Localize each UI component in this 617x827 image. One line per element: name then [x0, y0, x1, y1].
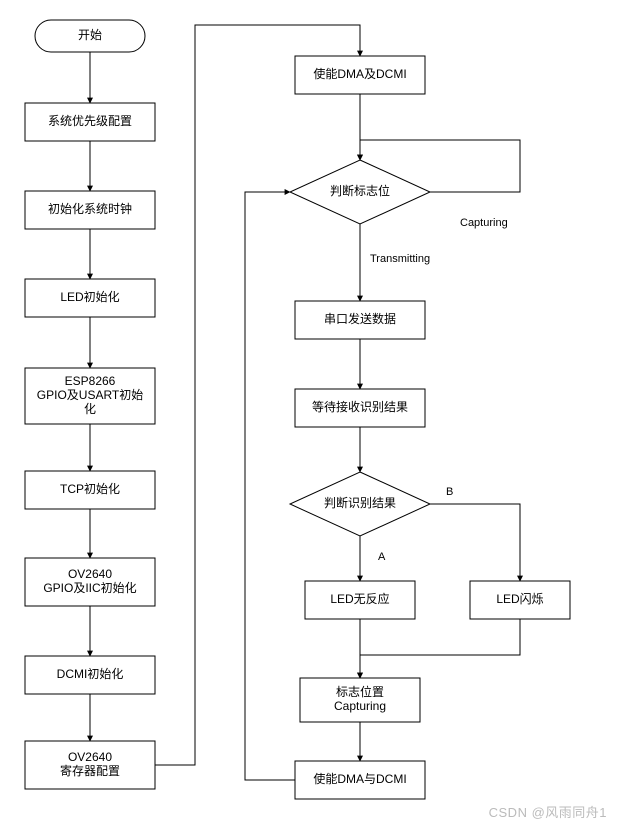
node-label: 开始 [78, 28, 102, 42]
node-flagcap: 标志位置Capturing [300, 678, 420, 722]
nodes-group: 开始系统优先级配置初始化系统时钟 LED初始化 ESP8266GPIO及USART初… [25, 20, 570, 799]
node-label: 化 [84, 402, 96, 416]
node-label: TCP初始化 [60, 482, 120, 496]
node-tcpinit: TCP初始化 [25, 471, 155, 509]
edge-ledblink-flagcap [360, 619, 520, 678]
node-label: 等待接收识别结果 [312, 399, 408, 414]
node-dcmiinit: DCMI初始化 [25, 656, 155, 694]
node-label: LED闪烁 [496, 592, 543, 606]
node-label: ESP8266 [65, 374, 116, 388]
edge-dma2-dec1 [245, 192, 295, 780]
edge-label: B [446, 486, 453, 498]
node-label: OV2640 [68, 750, 112, 764]
watermark: CSDN @风雨同舟1 [489, 802, 607, 821]
edge-label: Transmitting [370, 253, 430, 265]
edge-dec2-ledblink [430, 504, 520, 581]
edge-label: Capturing [460, 217, 508, 229]
node-label: Capturing [334, 699, 386, 713]
node-label: OV2640 [68, 567, 112, 581]
node-wait: 等待接收识别结果 [295, 389, 425, 427]
node-label: GPIO及USART初始 [37, 388, 143, 402]
node-sysprio: 系统优先级配置 [25, 103, 155, 141]
node-label: 判断标志位 [330, 183, 390, 198]
node-esp8266: ESP8266GPIO及USART初始化 [25, 368, 155, 424]
node-label: 使能DMA及DCMI [313, 66, 406, 81]
node-label: 标志位置 [336, 684, 384, 699]
node-uart: 串口发送数据 [295, 301, 425, 339]
node-dec2: 判断识别结果 [290, 472, 430, 536]
node-label: LED初始化 [60, 290, 119, 304]
node-label: 串口发送数据 [324, 311, 396, 326]
node-dma2: 使能DMA与DCMI [295, 761, 425, 799]
node-ov2640r: OV2640寄存器配置 [25, 741, 155, 789]
node-label: LED无反应 [330, 591, 389, 606]
node-label: 判断识别结果 [324, 495, 396, 510]
node-label: 寄存器配置 [60, 763, 120, 778]
node-dma1: 使能DMA及DCMI [295, 56, 425, 94]
node-label: GPIO及IIC初始化 [43, 581, 136, 595]
node-label: 使能DMA与DCMI [313, 771, 406, 786]
node-dec1: 判断标志位 [290, 160, 430, 224]
node-lednone: LED无反应 [305, 581, 415, 619]
edge-label: A [378, 551, 386, 563]
node-ov2640g: OV2640GPIO及IIC初始化 [25, 558, 155, 606]
node-ledblink: LED闪烁 [470, 581, 570, 619]
node-label: 初始化系统时钟 [48, 201, 132, 216]
node-label: DCMI初始化 [57, 667, 124, 681]
node-ledinit: LED初始化 [25, 279, 155, 317]
node-start: 开始 [35, 20, 145, 52]
node-sysclk: 初始化系统时钟 [25, 191, 155, 229]
node-label: 系统优先级配置 [48, 114, 132, 128]
